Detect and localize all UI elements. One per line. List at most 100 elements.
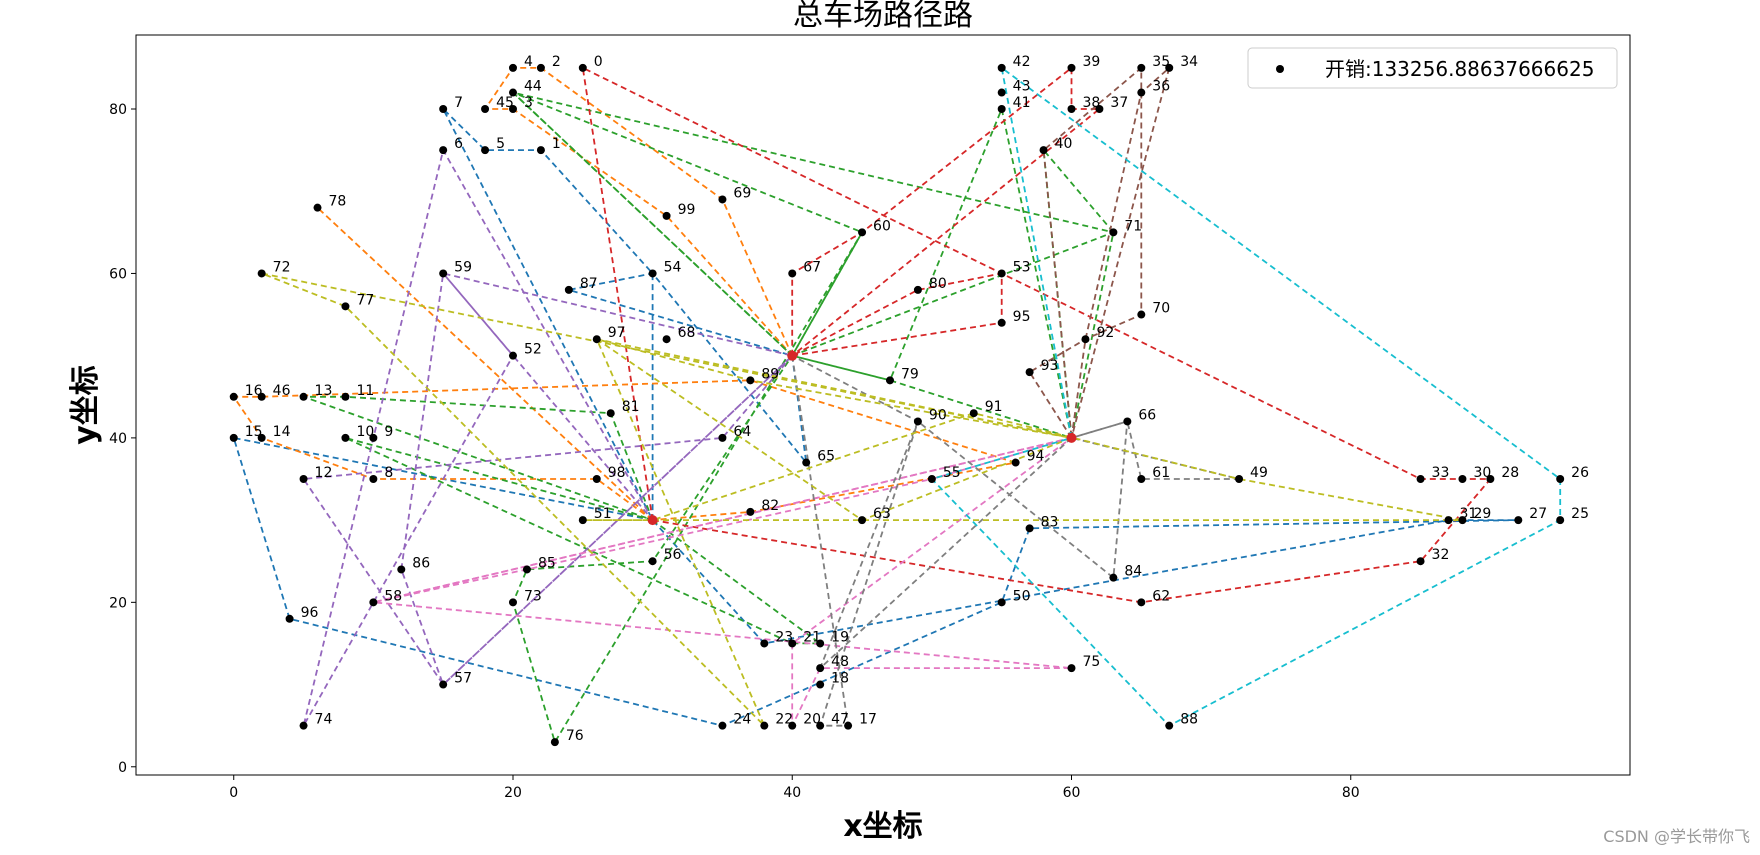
point-96 [285,614,294,623]
point-64 [718,433,727,442]
point-labels-layer: 0123456789101112131415161718192021222324… [245,54,1589,744]
point-81 [606,409,615,418]
point-4 [508,63,517,72]
point-54 [648,269,657,278]
point-49 [1235,475,1244,483]
route-line-3 [316,207,654,521]
point-62 [1137,598,1146,607]
point-label-99: 99 [678,202,696,218]
point-label-35: 35 [1152,54,1170,70]
point-label-70: 70 [1152,301,1170,317]
x-ticks: 0 20 40 60 80 [229,775,1360,801]
x-tick-label-40: 40 [783,785,801,801]
point-86 [397,565,406,574]
point-72 [257,269,266,278]
point-label-66: 66 [1138,407,1156,423]
point-label-14: 14 [273,424,291,440]
point-60 [858,228,867,237]
depot-0 [647,515,658,526]
point-32 [1416,557,1425,566]
point-label-74: 74 [315,712,333,728]
point-39 [1067,63,1076,72]
point-label-33: 33 [1432,465,1450,481]
point-71 [1109,228,1118,237]
y-tick-label-20: 20 [109,595,127,611]
point-17 [844,721,853,730]
point-18 [816,680,825,689]
point-52 [508,351,517,360]
point-label-28: 28 [1501,465,1519,481]
point-61 [1137,475,1146,483]
point-0 [578,63,587,72]
point-label-57: 57 [454,671,472,687]
point-label-98: 98 [608,465,626,481]
point-label-31: 31 [1459,506,1477,522]
point-1 [536,146,545,155]
point-label-83: 83 [1041,514,1059,530]
point-label-51: 51 [594,506,612,522]
point-label-25: 25 [1571,506,1589,522]
point-label-8: 8 [384,465,393,481]
point-label-81: 81 [622,399,640,415]
route-line-14 [581,66,1493,604]
point-57 [439,680,448,689]
point-label-60: 60 [873,218,891,234]
point-label-6: 6 [454,136,463,152]
point-label-16: 16 [245,383,263,399]
point-90 [913,417,922,426]
y-tick-label-80: 80 [109,102,127,118]
point-63 [858,516,867,525]
point-16 [229,392,238,401]
point-31 [1444,516,1453,525]
point-84 [1109,573,1118,582]
point-55 [927,475,936,483]
route-line-26 [791,354,919,727]
point-73 [508,598,517,607]
point-33 [1416,475,1425,483]
point-label-67: 67 [803,259,821,275]
point-20 [788,721,797,730]
x-tick-label-60: 60 [1063,785,1081,801]
point-label-40: 40 [1055,136,1073,152]
point-label-43: 43 [1013,79,1031,95]
point-label-17: 17 [859,712,877,728]
point-label-64: 64 [733,424,751,440]
point-label-85: 85 [538,555,556,571]
point-21 [788,639,797,648]
point-label-36: 36 [1152,79,1170,95]
watermark: CSDN @学长带你飞 [1603,827,1750,846]
point-42 [997,63,1006,72]
point-label-49: 49 [1250,465,1268,481]
point-93 [1025,368,1034,377]
x-tick-label-20: 20 [504,785,522,801]
point-label-13: 13 [315,383,333,399]
point-70 [1137,310,1146,319]
point-label-18: 18 [831,671,849,687]
point-27 [1514,516,1523,525]
point-label-91: 91 [985,399,1003,415]
point-label-96: 96 [301,605,319,621]
point-label-26: 26 [1571,465,1589,481]
point-30 [1458,475,1467,483]
point-label-80: 80 [929,276,947,292]
point-89 [746,376,755,385]
point-98 [592,475,601,483]
route-line-8 [791,354,891,382]
route-line-2 [442,108,654,521]
point-78 [313,203,322,212]
point-97 [592,335,601,344]
point-label-15: 15 [245,424,263,440]
chart-title: 总车场路径路 [793,0,973,33]
point-2 [536,63,545,72]
point-label-3: 3 [524,95,533,111]
point-label-84: 84 [1124,564,1142,580]
point-15 [229,433,238,442]
point-48 [816,664,825,673]
point-69 [718,195,727,204]
route-line-22 [373,437,1073,727]
legend-label: 开销:133256.88637666625 [1325,57,1594,81]
point-label-11: 11 [356,383,374,399]
point-11 [341,392,350,401]
point-23 [760,639,769,648]
